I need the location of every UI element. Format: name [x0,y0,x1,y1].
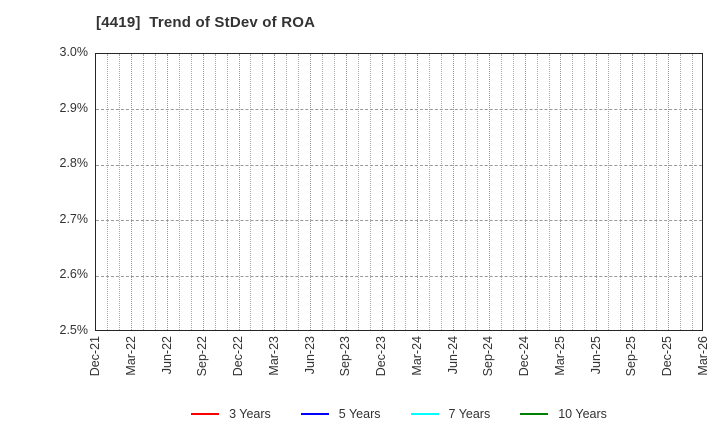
legend-item-3-years: 3 Years [191,407,271,421]
vertical-gridline [655,54,657,330]
vertical-gridline [262,54,264,330]
vertical-gridline [107,54,109,330]
vertical-gridline [286,54,288,330]
vertical-gridline [250,54,252,330]
vertical-gridline [441,54,443,330]
vertical-gridline [631,54,633,330]
x-tick-label: Sep-25 [624,336,639,377]
vertical-gridline [274,54,276,330]
legend-label: 5 Years [338,407,381,421]
vertical-gridline [155,54,157,330]
vertical-gridline [429,54,431,330]
legend-line-swatch [520,412,549,416]
vertical-gridline [572,54,574,330]
vertical-gridline [608,54,610,330]
x-tick-label: Sep-23 [338,336,353,377]
vertical-gridline [310,54,312,330]
chart-title: [4419] Trend of StDev of ROA [96,14,316,31]
x-tick-label: Jun-23 [302,336,317,375]
x-tick-label: Mar-23 [266,336,281,376]
vertical-gridline [369,54,371,330]
x-tick-label: Jun-25 [588,336,603,375]
legend-line-swatch [410,412,439,416]
vertical-gridline [667,54,669,330]
x-tick-label: Dec-25 [660,336,675,377]
y-tick-label: 2.5% [59,323,89,337]
legend-line-swatch [191,412,220,416]
horizontal-gridline [96,275,702,277]
vertical-gridline [500,54,502,330]
x-tick-label: Sep-22 [195,336,210,377]
vertical-gridline [345,54,347,330]
vertical-gridline [214,54,216,330]
vertical-gridline [119,54,121,330]
vertical-gridline [453,54,455,330]
vertical-gridline [202,54,204,330]
legend-label: 10 Years [558,407,607,421]
legend-line-swatch [300,412,329,416]
vertical-gridline [548,54,550,330]
vertical-gridline [333,54,335,330]
vertical-gridline [298,54,300,330]
vertical-gridline [584,54,586,330]
vertical-gridline [679,54,681,330]
legend-item-7-years: 7 Years [410,407,491,421]
horizontal-gridline [96,164,702,166]
x-tick-label: Mar-22 [123,336,138,376]
vertical-gridline [322,54,323,330]
x-tick-label: Mar-26 [696,336,710,376]
legend-item-5-years: 5 Years [300,407,381,421]
y-tick-label: 2.8% [59,156,89,171]
x-tick-label: Sep-24 [481,336,496,377]
vertical-gridline [643,54,645,330]
x-tick-label: Mar-24 [409,336,424,376]
x-tick-label: Dec-22 [231,336,246,377]
x-tick-label: Dec-21 [88,336,102,377]
vertical-gridline [488,54,490,330]
vertical-gridline [226,54,228,330]
y-tick-label: 3.0% [59,45,89,59]
x-tick-label: Jun-24 [445,336,460,375]
vertical-gridline [476,54,478,330]
legend-item-10-years: 10 Years [520,407,607,421]
vertical-gridline [405,54,407,330]
vertical-gridline [512,54,514,330]
vertical-gridline [167,54,169,330]
vertical-gridline [178,54,180,330]
vertical-gridline [143,54,145,330]
x-tick-label: Dec-24 [517,336,532,377]
horizontal-gridline [96,109,702,111]
legend-label: 3 Years [229,407,271,421]
legend: 3 Years 5 Years 7 Years 10 Years [95,403,703,425]
vertical-gridline [238,54,240,330]
y-tick-label: 2.7% [59,211,89,226]
vertical-gridline [393,54,395,330]
vertical-gridline [357,54,359,330]
vertical-gridline [131,54,133,330]
vertical-gridline [560,54,562,330]
vertical-gridline [691,54,693,330]
horizontal-gridline [96,220,702,222]
vertical-gridline [465,54,467,330]
vertical-gridline [524,54,526,330]
vertical-gridline [536,54,538,330]
legend-label: 7 Years [448,407,491,421]
x-tick-label: Mar-25 [552,336,567,376]
vertical-gridline [620,54,622,330]
y-tick-label: 2.6% [59,267,89,282]
y-tick-label: 2.9% [59,100,89,115]
x-tick-label: Dec-23 [374,336,389,377]
x-tick-label: Jun-22 [159,336,174,375]
vertical-gridline [596,54,598,330]
vertical-gridline [190,54,192,330]
vertical-gridline [417,54,419,330]
plot-area [95,53,703,331]
vertical-gridline [381,54,383,330]
